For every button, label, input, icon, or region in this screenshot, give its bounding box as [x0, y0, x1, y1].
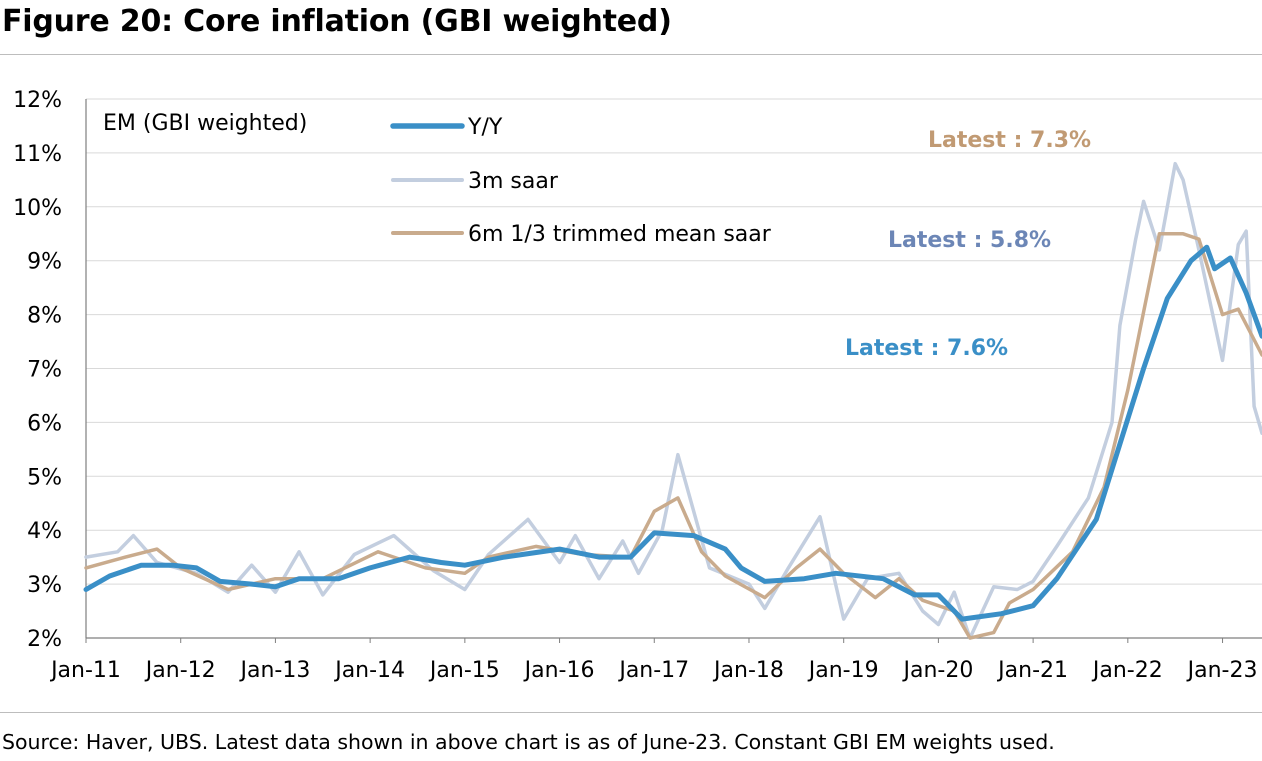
- x-tick-label: Jan-14: [333, 658, 405, 683]
- x-tick-label: Jan-23: [1186, 658, 1258, 683]
- legend-label: 3m saar: [468, 169, 559, 194]
- series-line-yy: [83, 244, 1262, 622]
- panel-label: EM (GBI weighted): [103, 111, 307, 136]
- series-line-trimmed-mean: [84, 232, 1262, 640]
- x-tick-label: Jan-13: [238, 658, 310, 683]
- axes: [85, 99, 1262, 643]
- y-tick-label: 12%: [13, 88, 62, 113]
- x-tick-label: Jan-12: [144, 658, 216, 683]
- legend-label: Y/Y: [467, 115, 503, 140]
- source-note: Source: Haver, UBS. Latest data shown in…: [2, 730, 1055, 754]
- line-chart: 2% 3% 4% 5% 6% 7% 8% 9% 10% 11% 12% Jan-11 Jan-12 Jan…: [13, 88, 1262, 683]
- latest-annotation: Latest : 7.6%: [845, 336, 1008, 361]
- x-tick-label: Jan-20: [901, 658, 973, 683]
- gridlines: [86, 98, 1262, 585]
- latest-annotation: Latest : 7.3%: [928, 128, 1091, 153]
- y-tick-label: 6%: [27, 411, 62, 436]
- x-tick-label: Jan-22: [1091, 658, 1163, 683]
- figure-title: Figure 20: Core inflation (GBI weighted): [2, 4, 672, 39]
- x-tick-label: Jan-19: [807, 658, 879, 683]
- tick-labels: 2% 3% 4% 5% 6% 7% 8% 9% 10% 11% 12% Jan-11 Jan-12 Jan…: [13, 88, 1257, 683]
- annotations: Latest : 7.3% Latest : 5.8% Latest : 7.6%: [845, 128, 1091, 361]
- legend-label: 6m 1/3 trimmed mean saar: [468, 222, 772, 247]
- x-tick-label: Jan-17: [617, 658, 689, 683]
- series-lines: [83, 161, 1262, 640]
- y-tick-label: 3%: [27, 573, 62, 598]
- y-tick-label: 10%: [13, 196, 62, 221]
- y-tick-label: 5%: [27, 465, 62, 490]
- x-tick-label: Jan-11: [49, 658, 121, 683]
- source-divider: [0, 712, 1262, 713]
- x-tick-label: Jan-15: [428, 658, 500, 683]
- x-tick-label: Jan-21: [996, 658, 1068, 683]
- legend: Y/Y 3m saar 6m 1/3 trimmed mean saar: [390, 115, 772, 247]
- y-tick-label: 4%: [27, 519, 62, 544]
- y-tick-label: 9%: [27, 250, 62, 275]
- y-tick-label: 8%: [27, 304, 62, 329]
- latest-annotation: Latest : 5.8%: [888, 228, 1051, 253]
- x-tick-label: Jan-16: [523, 658, 595, 683]
- y-tick-label: 7%: [27, 358, 62, 383]
- x-tick-label: Jan-18: [712, 658, 784, 683]
- title-divider: [0, 54, 1262, 55]
- y-tick-label: 11%: [13, 142, 62, 167]
- y-tick-label: 2%: [27, 627, 62, 652]
